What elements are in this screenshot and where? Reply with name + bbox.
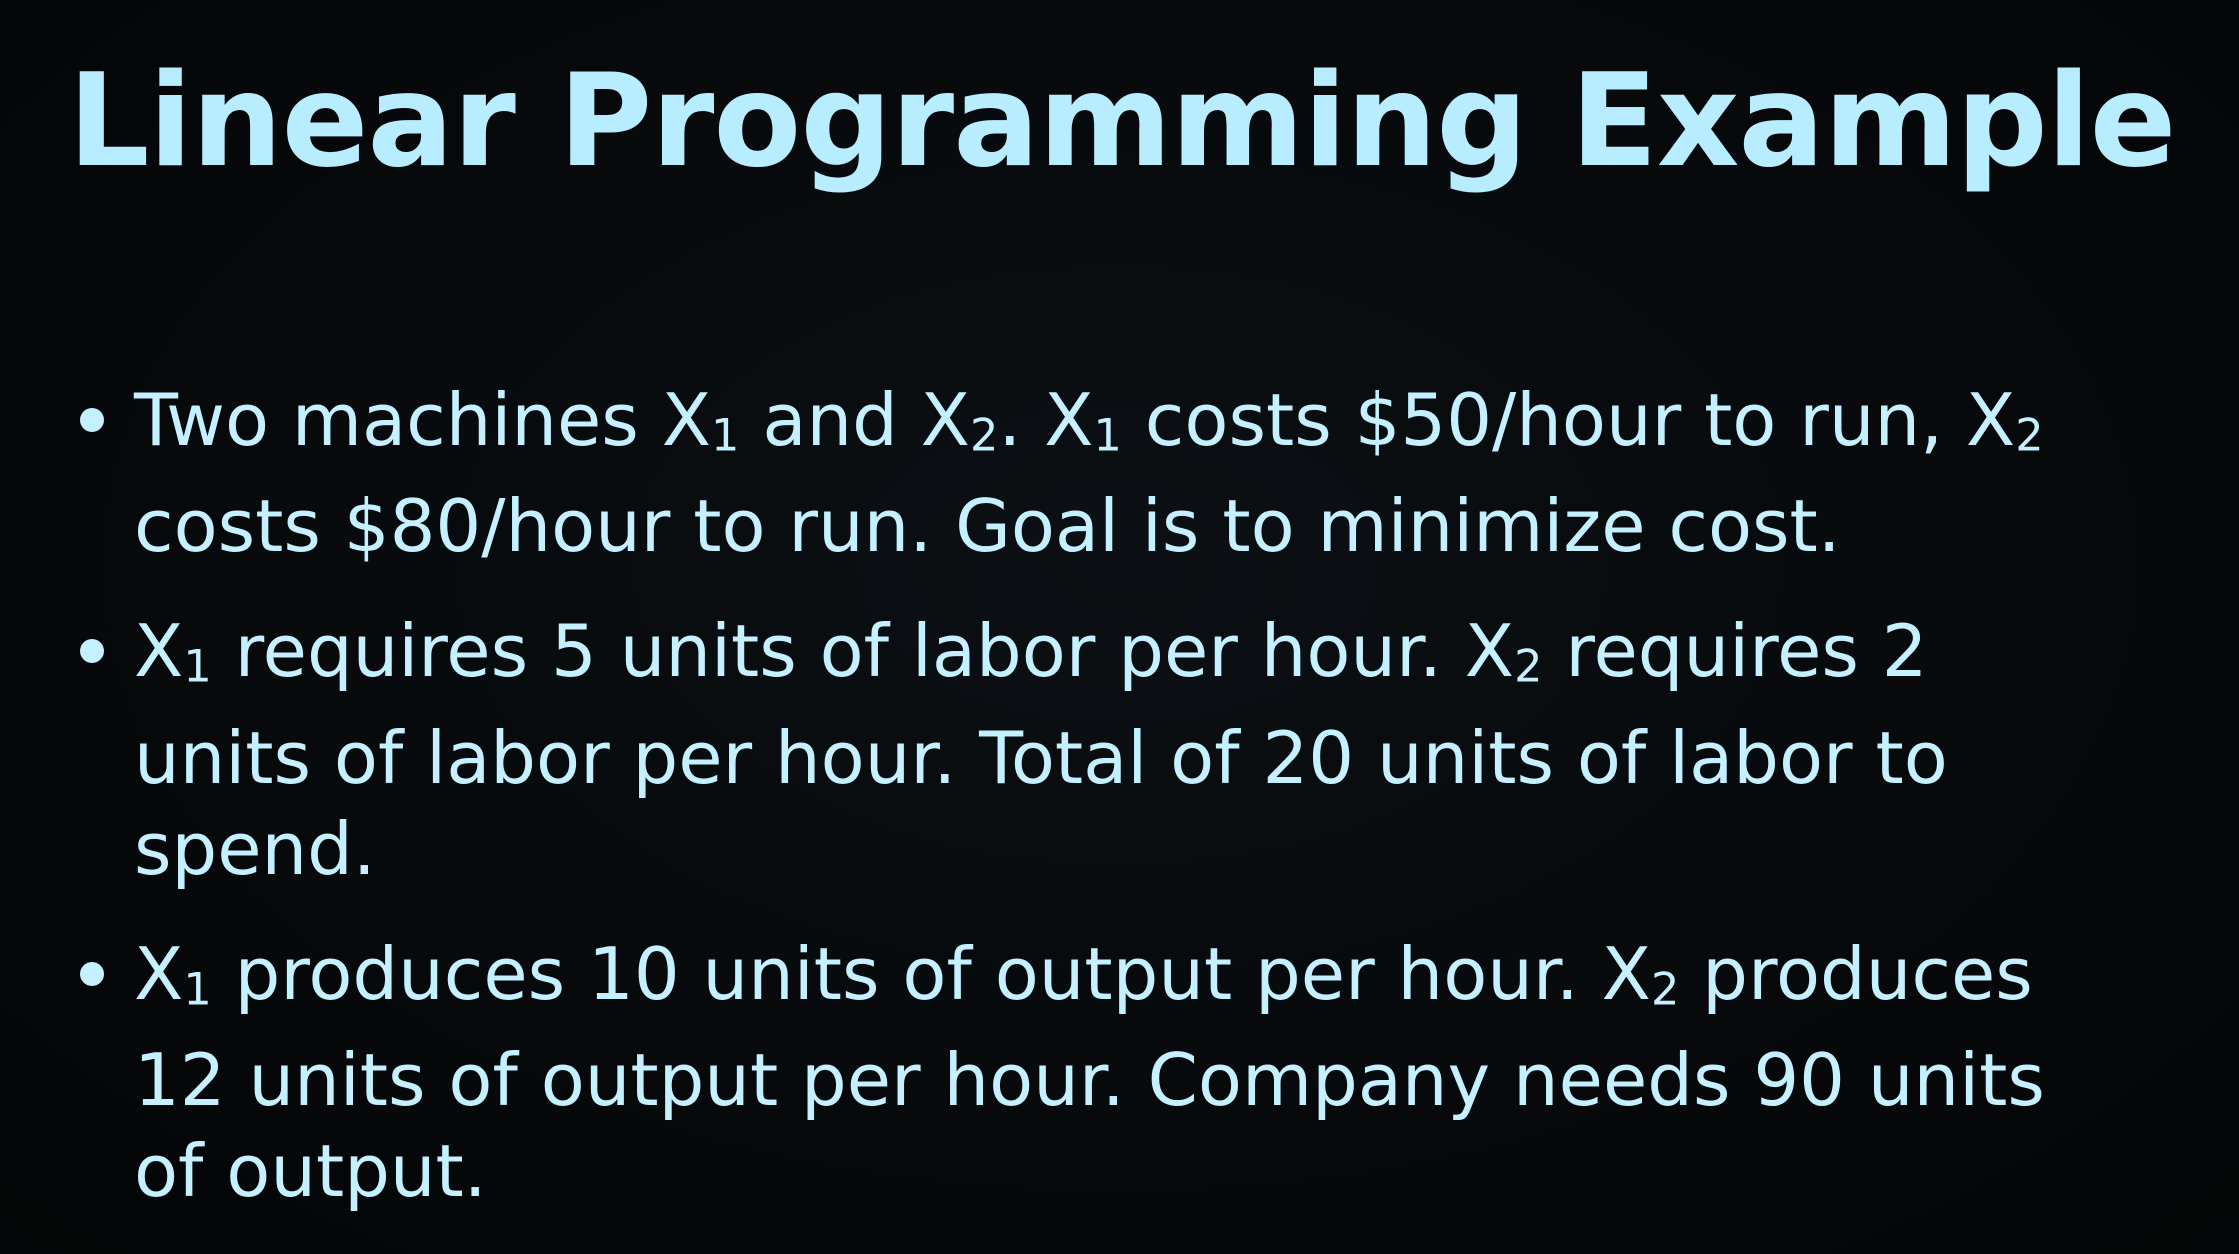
bullet-item: X1 produces 10 units of output per hour.… <box>72 929 2172 1217</box>
bullet-item: X1 requires 5 units of labor per hour. X… <box>72 606 2172 894</box>
text-run: requires 2 <box>1542 609 1928 694</box>
text-run: spend. <box>134 806 376 891</box>
text-run: X <box>134 931 184 1016</box>
text-run: requires 5 units of labor per hour. X <box>211 609 1515 694</box>
bullet-dot-icon <box>80 639 104 664</box>
text-run: produces 10 units of output per hour. X <box>211 931 1651 1016</box>
text-run: costs $80/hour to run. Goal is to minimi… <box>134 484 1841 569</box>
subscript: 1 <box>711 409 740 462</box>
text-run: X <box>134 609 184 694</box>
text-run: 12 units of output per hour. Company nee… <box>134 1038 2045 1123</box>
subscript: 1 <box>183 640 212 693</box>
text-run: produces <box>1679 931 2033 1016</box>
text-run: units of labor per hour. Total of 20 uni… <box>134 715 1948 800</box>
text-run: of output. <box>134 1129 487 1214</box>
bullet-line: spend. <box>134 804 2172 895</box>
text-run: Two machines X <box>134 378 712 462</box>
bullet-item: Two machines X1 and X2. X1 costs $50/hou… <box>72 375 2172 572</box>
bullet-dot-icon <box>80 961 104 986</box>
bullet-line: X1 produces 10 units of output per hour.… <box>134 929 2172 1035</box>
subscript: 2 <box>970 409 999 462</box>
text-run: and X <box>739 378 970 462</box>
bullet-line: of output. <box>134 1126 2172 1217</box>
bullet-dot-icon <box>80 408 104 432</box>
subscript: 2 <box>1650 963 1680 1016</box>
slide-title: Linear Programming Example <box>68 47 2176 196</box>
bullet-line: costs $80/hour to run. Goal is to minimi… <box>134 481 2172 572</box>
text-run: . X <box>998 378 1094 462</box>
bullet-line: units of labor per hour. Total of 20 uni… <box>134 713 2172 804</box>
bullet-line: Two machines X1 and X2. X1 costs $50/hou… <box>134 375 2172 481</box>
bullet-line: X1 requires 5 units of labor per hour. X… <box>134 606 2172 712</box>
subscript: 1 <box>1093 409 1122 462</box>
subscript: 2 <box>2015 409 2044 462</box>
text-run: costs $50/hour to run, X <box>1121 378 2016 462</box>
bullet-line: 12 units of output per hour. Company nee… <box>134 1035 2172 1126</box>
bullet-list: Two machines X1 and X2. X1 costs $50/hou… <box>72 375 2172 1251</box>
subscript: 1 <box>183 963 212 1016</box>
subscript: 2 <box>1514 640 1543 693</box>
